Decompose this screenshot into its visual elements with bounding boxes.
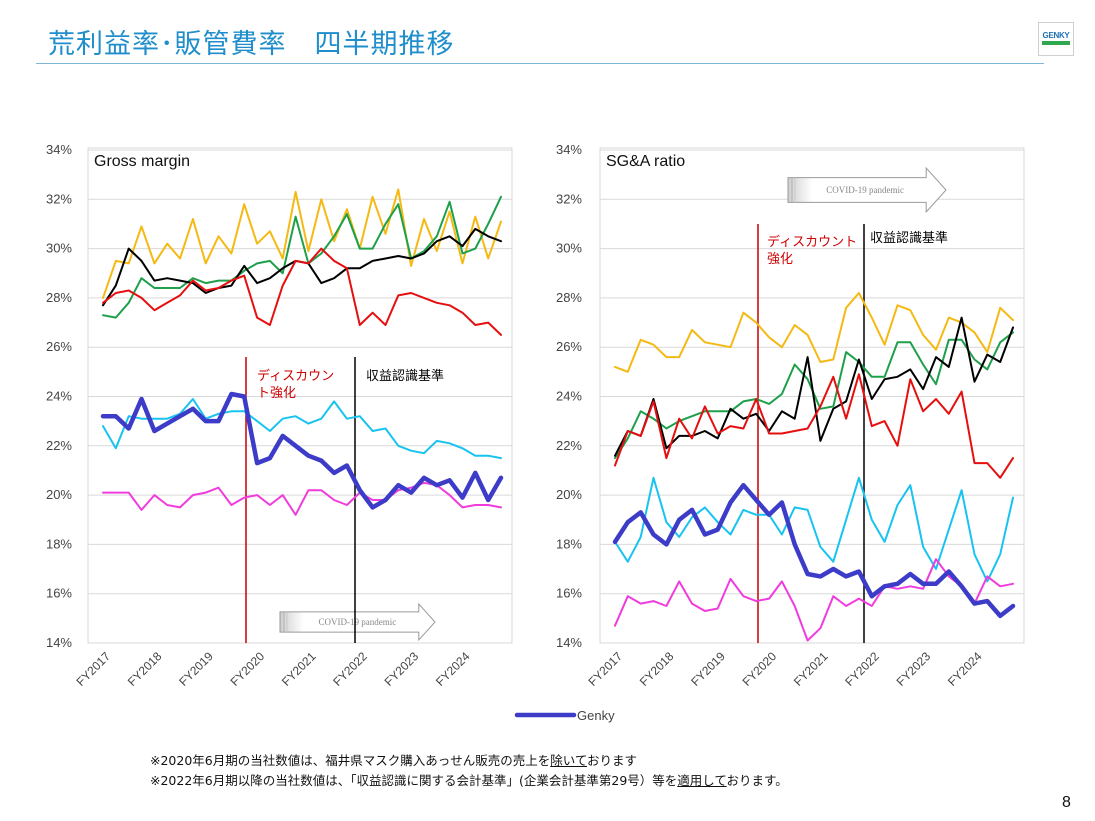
logo-text: GENKY <box>1042 31 1070 40</box>
x-tick-label: FY2017 <box>74 649 114 689</box>
series-line-cyan <box>102 398 502 460</box>
revenue-recognition-label: 収益認識基準 <box>870 230 948 246</box>
x-tick-label: FY2023 <box>894 649 934 689</box>
series-line-genky <box>100 391 504 510</box>
x-tick-label: FY2024 <box>433 649 473 689</box>
plot-area <box>87 147 513 644</box>
series-line-black <box>614 316 1014 457</box>
plot-area <box>599 147 1025 644</box>
series-line-genky <box>612 482 1016 619</box>
series-line-gold <box>102 188 502 299</box>
series-line-red <box>614 373 1014 479</box>
x-tick-label: FY2020 <box>228 649 268 689</box>
covid-arrow <box>279 602 436 642</box>
discount-label-line1: ディスカウント <box>767 234 857 250</box>
x-tick-label: FY2020 <box>740 649 780 689</box>
y-tick-label: 24% <box>556 389 582 404</box>
logo-bar <box>1042 41 1070 45</box>
sga-ratio-chart: 14% 16% 18% 20% 22% 24% 26% 28% 30% 32% 34% FY2017 F… <box>556 142 1025 689</box>
footnote-1-underline: 除いて <box>550 753 588 768</box>
page-title: 荒利益率･販管費率 四半期推移 <box>48 29 455 60</box>
covid-label: COVID-19 pandemic <box>319 617 397 627</box>
y-tick-label: 34% <box>556 142 582 157</box>
y-tick-label: 20% <box>46 487 72 502</box>
y-tick-label: 22% <box>556 438 582 453</box>
x-tick-label: FY2019 <box>688 649 728 689</box>
discount-label-line2: ト強化 <box>257 386 296 401</box>
x-tick-label: FY2021 <box>791 649 831 689</box>
footnote-1-after: おります <box>587 753 638 768</box>
covid-arrow <box>787 166 947 214</box>
covid-label: COVID-19 pandemic <box>826 185 904 195</box>
revenue-recognition-label: 収益認識基準 <box>366 368 444 384</box>
genky-logo: GENKY <box>1038 22 1074 56</box>
y-tick-label: 18% <box>46 536 72 551</box>
discount-label-line2: 強化 <box>767 252 793 267</box>
legend: Genky <box>514 708 615 723</box>
y-tick-label: 16% <box>46 586 72 601</box>
footnote-2-before: ※2022年6月期以降の当社数値は、「収益認識に関する会計基準」(企業会計基準第… <box>150 773 678 788</box>
chart-title: SG&A ratio <box>606 153 685 170</box>
discount-label-line1: ディスカウン <box>257 368 334 384</box>
footnote-2-underline: 適用して <box>677 773 727 788</box>
y-tick-label: 28% <box>46 290 72 305</box>
y-tick-label: 24% <box>46 389 72 404</box>
series-line-cyan <box>614 476 1014 583</box>
y-tick-label: 30% <box>46 241 72 256</box>
footnote-2: ※2022年6月期以降の当社数値は、「収益認識に関する会計基準」(企業会計基準第… <box>150 770 788 789</box>
y-tick-label: 34% <box>46 142 72 157</box>
y-tick-label: 20% <box>556 487 582 502</box>
legend-label-genky: Genky <box>577 708 615 723</box>
x-tick-label: FY2018 <box>125 649 165 689</box>
footnote-1: ※2020年6月期の当社数値は、福井県マスク購入あっせん販売の売上を除いておりま… <box>150 750 637 769</box>
y-tick-label: 32% <box>556 191 582 206</box>
x-tick-label: FY2021 <box>279 649 319 689</box>
y-tick-label: 30% <box>556 241 582 256</box>
series-line-green <box>102 195 502 319</box>
y-tick-label: 26% <box>556 339 582 354</box>
x-tick-label: FY2022 <box>842 649 882 689</box>
gross-margin-chart: 14% 16% 18% 20% 22% 24% 26% 28% 30% 32% 34% FY2017 F… <box>46 142 513 689</box>
footnote-2-after: おります。 <box>726 773 788 788</box>
y-tick-label: 28% <box>556 290 582 305</box>
footnote-1-before: ※2020年6月期の当社数値は、福井県マスク購入あっせん販売の売上を <box>150 753 551 768</box>
x-tick-label: FY2018 <box>637 649 677 689</box>
y-tick-label: 26% <box>46 339 72 354</box>
chart-title: Gross margin <box>94 153 190 170</box>
title-divider <box>36 63 1044 64</box>
series-line-gold <box>614 292 1014 373</box>
x-tick-label: FY2022 <box>330 649 370 689</box>
x-tick-label: FY2017 <box>586 649 626 689</box>
series-line-red <box>102 247 502 336</box>
x-tick-label: FY2019 <box>176 649 216 689</box>
y-tick-label: 22% <box>46 438 72 453</box>
y-tick-label: 32% <box>46 191 72 206</box>
y-tick-label: 18% <box>556 536 582 551</box>
y-tick-label: 14% <box>556 635 582 650</box>
page-number: 8 <box>1062 794 1071 811</box>
y-tick-label: 16% <box>556 586 582 601</box>
x-tick-label: FY2024 <box>945 649 985 689</box>
x-tick-label: FY2023 <box>382 649 422 689</box>
y-tick-label: 14% <box>46 635 72 650</box>
